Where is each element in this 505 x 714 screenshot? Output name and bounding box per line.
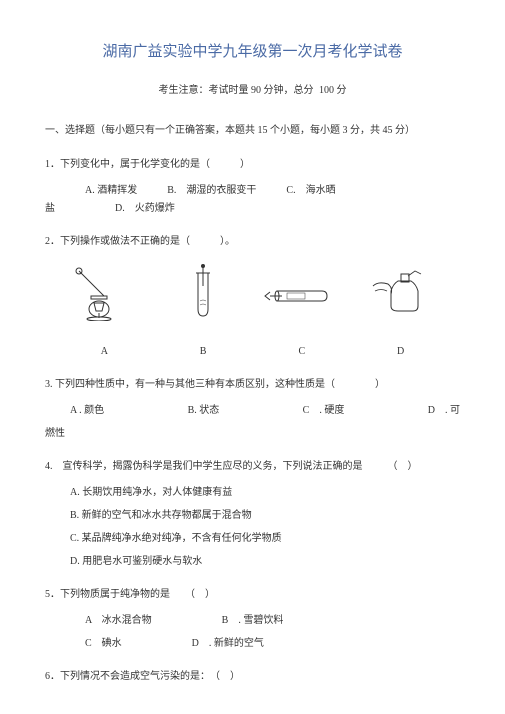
q1-opt-a: A. 酒精挥发 bbox=[85, 182, 137, 200]
exam-info-prefix: 考生注意：考试时量 bbox=[159, 85, 249, 96]
question-4: 4. 宣传科学，揭露伪科学是我们中学生应尽的义务，下列说法正确的是 （ ） A.… bbox=[45, 458, 460, 571]
q2-img-a bbox=[55, 261, 154, 333]
q4-opt-c: C. 某品牌纯净水绝对纯净，不含有任何化学物质 bbox=[70, 530, 460, 548]
exam-title: 湖南广益实验中学九年级第一次月考化学试卷 bbox=[45, 40, 460, 61]
question-5: 5．下列物质属于纯净物的是 （ ） A 冰水混合物 B . 雪碧饮料 C 碘水 … bbox=[45, 586, 460, 653]
q1-options-line2: 盐 D. 火药爆炸 bbox=[45, 200, 460, 218]
q3-opt-a: A . 颜色 bbox=[70, 402, 104, 420]
question-6: 6．下列情况不会造成空气污染的是： （ ） bbox=[45, 668, 460, 686]
q2-img-d bbox=[351, 266, 450, 333]
question-2: 2．下列操作或做法不正确的是（ ）。 bbox=[45, 233, 460, 361]
q5-opt-b: B . 雪碧饮料 bbox=[222, 612, 284, 630]
hand-bottle-d-icon bbox=[363, 266, 438, 321]
q2-img-b bbox=[154, 261, 253, 333]
lab-apparatus-a-icon bbox=[69, 261, 139, 321]
q1-opt-c-extra: 盐 bbox=[45, 200, 55, 218]
exam-total-score: 100 分 bbox=[319, 85, 347, 96]
section-prefix: 一、选择题（每小题只有一个正确答案，本题共 bbox=[45, 125, 255, 136]
q1-opt-c: C. 海水晒 bbox=[286, 182, 335, 200]
q5-opt-d: D . 新鲜的空气 bbox=[192, 635, 264, 653]
q2-label-a: A bbox=[55, 343, 154, 361]
q3-opt-d: D . 可 bbox=[428, 402, 460, 420]
q3-text: 3. 下列四种性质中，有一种与其他三种有本质区别，这种性质是（ ） bbox=[45, 376, 460, 394]
q2-label-b: B bbox=[154, 343, 253, 361]
q4-text: 4. 宣传科学，揭露伪科学是我们中学生应尽的义务，下列说法正确的是 （ ） bbox=[45, 458, 460, 476]
q2-images bbox=[45, 261, 460, 333]
q3-options: A . 颜色 B. 状态 C . 硬度 D . 可 bbox=[45, 402, 460, 420]
q3-opt-b: B. 状态 bbox=[188, 402, 220, 420]
q1-opt-b: B. 潮湿的衣服变干 bbox=[167, 182, 256, 200]
q4-opt-a: A. 长期饮用纯净水，对人体健康有益 bbox=[70, 484, 460, 502]
q4-opt-b: B. 新鲜的空气和冰水共存物都属于混合物 bbox=[70, 507, 460, 525]
section-points: 3 分，共 45 分） bbox=[343, 125, 416, 136]
q5-opt-c: C 碘水 bbox=[85, 635, 122, 653]
q3-opt-c: C . 硬度 bbox=[303, 402, 345, 420]
question-1: 1．下列变化中，属于化学变化的是（ ） A. 酒精挥发 B. 潮湿的衣服变干 C… bbox=[45, 156, 460, 218]
q1-options: A. 酒精挥发 B. 潮湿的衣服变干 C. 海水晒 bbox=[45, 182, 460, 200]
test-tube-b-icon bbox=[173, 261, 233, 321]
question-3: 3. 下列四种性质中，有一种与其他三种有本质区别，这种性质是（ ） A . 颜色… bbox=[45, 376, 460, 443]
q4-options: A. 长期饮用纯净水，对人体健康有益 B. 新鲜的空气和冰水共存物都属于混合物 … bbox=[45, 484, 460, 571]
q6-text: 6．下列情况不会造成空气污染的是： （ ） bbox=[45, 668, 460, 686]
horizontal-tube-c-icon bbox=[262, 266, 342, 321]
q4-opt-d: D. 用肥皂水可鉴别硬水与软水 bbox=[70, 553, 460, 571]
q2-label-c: C bbox=[253, 343, 352, 361]
q2-labels: A B C D bbox=[45, 343, 460, 361]
exam-duration: 90 分钟，总分 bbox=[251, 85, 314, 96]
q2-text: 2．下列操作或做法不正确的是（ ）。 bbox=[45, 233, 460, 251]
q2-label-d: D bbox=[351, 343, 450, 361]
q1-opt-d: D. 火药爆炸 bbox=[115, 200, 175, 218]
exam-info: 考生注意：考试时量 90 分钟，总分 100 分 bbox=[45, 81, 460, 96]
q2-img-c bbox=[253, 266, 352, 333]
q5-text: 5．下列物质属于纯净物的是 （ ） bbox=[45, 586, 460, 604]
q1-text: 1．下列变化中，属于化学变化的是（ ） bbox=[45, 156, 460, 174]
q3-extra: 燃性 bbox=[45, 425, 460, 443]
section-header: 一、选择题（每小题只有一个正确答案，本题共 15 个小题，每小题 3 分，共 4… bbox=[45, 121, 460, 136]
q5-options: A 冰水混合物 B . 雪碧饮料 C 碘水 D . 新鲜的空气 bbox=[45, 612, 460, 653]
section-count: 15 个小题，每小题 bbox=[258, 125, 341, 136]
q5-opt-a: A 冰水混合物 bbox=[85, 612, 152, 630]
